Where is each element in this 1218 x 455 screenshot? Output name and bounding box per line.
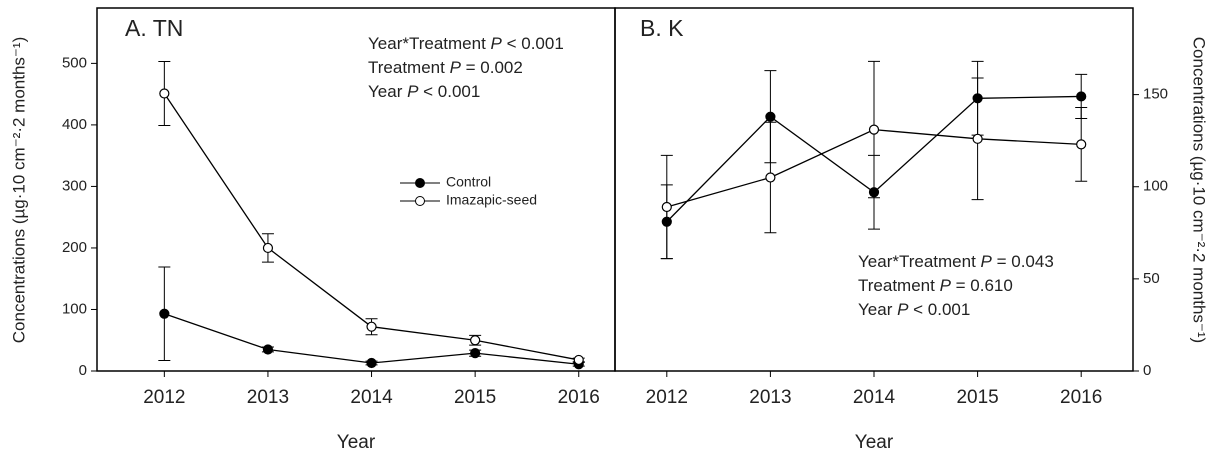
- x-tick-label: 2012: [143, 387, 185, 408]
- marker: [573, 354, 584, 366]
- x-axis-label: Year: [337, 432, 376, 453]
- annotation: Year P < 0.001: [368, 82, 480, 101]
- annotation: Year P < 0.001: [858, 300, 970, 319]
- annotation-part: < 0.001: [502, 34, 564, 53]
- marker: [1076, 139, 1087, 150]
- annotation: Treatment P = 0.610: [858, 276, 1013, 295]
- marker: [262, 242, 274, 254]
- annotation: Year*Treatment P < 0.001: [368, 34, 564, 53]
- x-tick-label: 2014: [350, 387, 393, 408]
- y-tick-label: 0: [1143, 362, 1151, 379]
- y-tick-label: 300: [62, 177, 87, 194]
- panel-title: B. K: [640, 15, 684, 41]
- y-tick-label: 0: [79, 362, 87, 379]
- marker: [159, 88, 170, 99]
- marker: [262, 344, 274, 355]
- y-tick-label: 400: [62, 116, 87, 133]
- y-tick-label: 200: [62, 239, 87, 256]
- y-axis-label: Concentrations (µg·10 cm⁻²·2 months⁻¹): [9, 37, 28, 343]
- marker: [972, 133, 983, 144]
- annotation-part: Treatment: [858, 276, 940, 295]
- annotation-part: Year: [368, 82, 407, 101]
- x-axis-label: Year: [855, 432, 894, 453]
- marker: [470, 335, 481, 346]
- y-tick-label: 100: [1143, 178, 1168, 195]
- annotation-part: P: [407, 82, 419, 101]
- annotation-part: P: [450, 58, 462, 77]
- legend-marker: [415, 196, 425, 206]
- legend-marker: [415, 178, 425, 188]
- x-tick-label: 2016: [558, 387, 600, 408]
- y-axis-label: Concentrations (µg·10 cm⁻²·2 months⁻¹): [1190, 37, 1209, 343]
- annotation-part: P: [491, 34, 503, 53]
- annotation-part: Year: [858, 300, 897, 319]
- y-tick-label: 150: [1143, 86, 1168, 103]
- annotation-part: = 0.610: [951, 276, 1013, 295]
- annotation-part: < 0.001: [908, 300, 970, 319]
- x-tick-label: 2013: [749, 387, 791, 408]
- x-tick-label: 2015: [956, 387, 998, 408]
- legend-label: Imazapic-seed: [446, 192, 537, 208]
- marker: [765, 172, 776, 183]
- x-tick-label: 2015: [454, 387, 496, 408]
- annotation-part: Year*Treatment: [368, 34, 491, 53]
- panel-title: A. TN: [125, 15, 183, 41]
- annotation-part: Year*Treatment: [858, 252, 981, 271]
- y-tick-label: 500: [62, 54, 87, 71]
- annotation: Treatment P = 0.002: [368, 58, 523, 77]
- marker: [1076, 91, 1087, 102]
- annotation-part: P: [897, 300, 909, 319]
- legend-label: Control: [446, 174, 491, 190]
- annotation-part: = 0.002: [461, 58, 523, 77]
- marker: [470, 348, 481, 359]
- annotation-part: P: [940, 276, 952, 295]
- marker: [366, 321, 377, 332]
- marker: [765, 111, 776, 122]
- marker: [868, 124, 880, 135]
- x-tick-label: 2012: [646, 387, 688, 408]
- marker: [159, 308, 170, 319]
- annotation-part: < 0.001: [418, 82, 480, 101]
- y-tick-label: 50: [1143, 270, 1160, 287]
- marker: [366, 357, 377, 369]
- x-tick-label: 2016: [1060, 387, 1102, 408]
- y-tick-label: 100: [62, 300, 87, 317]
- annotation-part: P: [981, 252, 993, 271]
- annotation-part: Treatment: [368, 58, 450, 77]
- x-tick-label: 2013: [247, 387, 289, 408]
- plot-frame: [96, 7, 616, 372]
- annotation: Year*Treatment P = 0.043: [858, 252, 1054, 271]
- x-tick-label: 2014: [853, 387, 896, 408]
- marker: [661, 201, 672, 213]
- annotation-part: = 0.043: [992, 252, 1054, 271]
